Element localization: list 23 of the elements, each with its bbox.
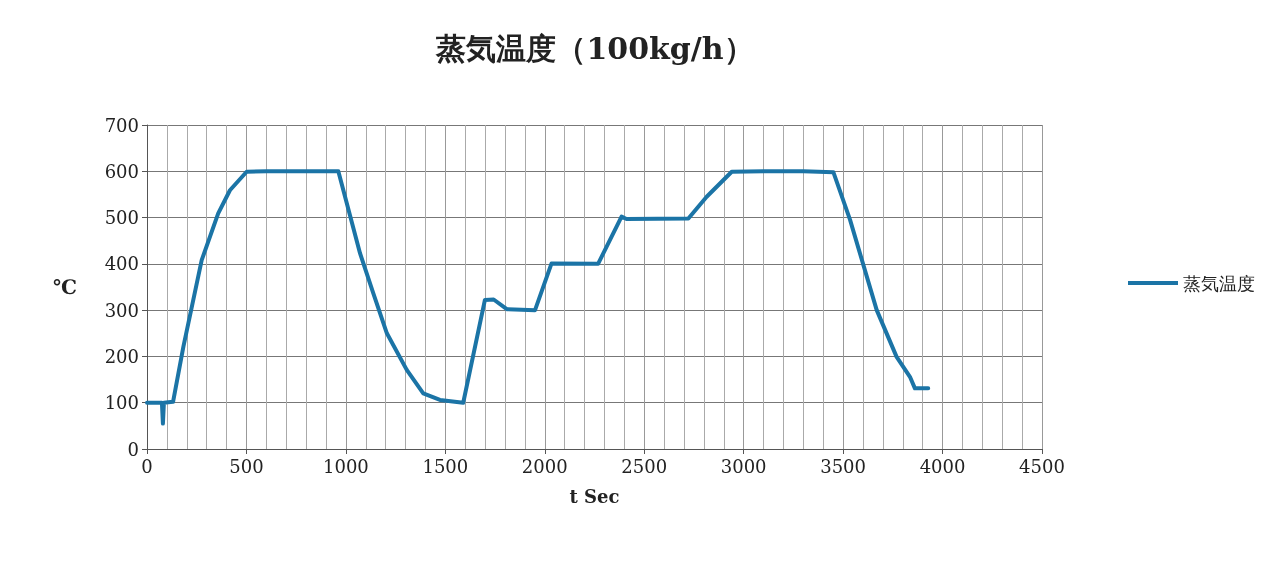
x-tick-label: 3500 <box>820 455 867 477</box>
y-tick-label: 600 <box>104 160 139 182</box>
x-tick-label: 1000 <box>322 455 369 477</box>
y-tick-label: 0 <box>127 438 139 460</box>
x-axis-title: t Sec <box>569 485 620 507</box>
y-tick-label: 400 <box>104 253 139 275</box>
chart-title: 蒸気温度（100kg/h） <box>435 30 754 66</box>
x-tick-label: 4000 <box>919 455 966 477</box>
x-tick-label: 3000 <box>720 455 767 477</box>
y-tick-label: 200 <box>104 345 139 367</box>
x-tick-label: 2000 <box>521 455 568 477</box>
x-tick-label: 2500 <box>621 455 668 477</box>
x-tick-label: 1500 <box>422 455 469 477</box>
line-series <box>145 169 931 426</box>
y-tick-label: 700 <box>104 114 139 136</box>
y-tick-label: 300 <box>104 299 139 321</box>
x-tick-label: 0 <box>141 455 153 477</box>
x-tick-label: 4500 <box>1019 455 1065 477</box>
y-axis-title: ℃ <box>53 275 77 299</box>
y-tick-label: 100 <box>104 392 139 414</box>
y-tick-label: 500 <box>104 207 139 229</box>
x-tick-label: 500 <box>229 455 264 477</box>
legend-label: 蒸気温度 <box>1183 272 1255 294</box>
